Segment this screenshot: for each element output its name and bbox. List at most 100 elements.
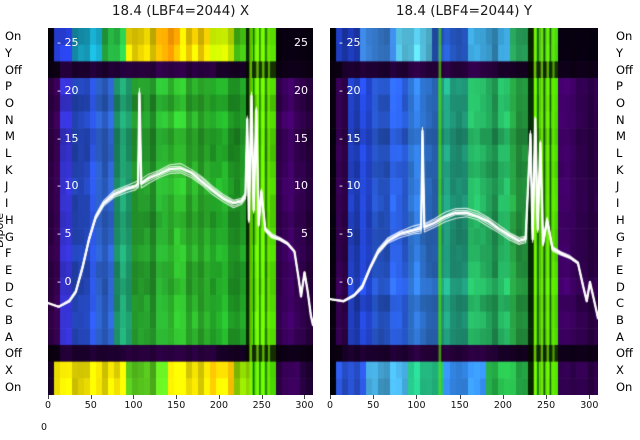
- inner-scale-label: - 10: [339, 179, 361, 193]
- x-axis-tick: 300: [290, 395, 318, 411]
- inner-scale-label: 10: [294, 179, 308, 193]
- dipole-label: Off: [5, 346, 22, 361]
- dipole-label: On: [5, 29, 22, 44]
- x-axis-tick: 250: [532, 395, 560, 411]
- dipole-label: K: [616, 162, 624, 177]
- x-axis-tick-label: 300: [580, 400, 599, 411]
- x-axis-tick-label: 150: [450, 400, 469, 411]
- inner-scale-label: - 10: [57, 179, 79, 193]
- heatmap-canvas-y: [330, 28, 598, 395]
- dipole-label: I: [616, 196, 620, 211]
- dipole-label: H: [616, 212, 625, 227]
- dipole-label: C: [616, 296, 625, 311]
- inner-scale-label: 20: [294, 83, 308, 97]
- x-axis-tick-label: 150: [167, 400, 186, 411]
- dipole-label: A: [616, 329, 624, 344]
- x-axis-tick: 200: [205, 395, 233, 411]
- dipole-label: Off: [5, 62, 22, 77]
- x-axis-tick: 250: [248, 395, 276, 411]
- x-axis-tick-label: 100: [407, 400, 426, 411]
- x-axis: 0 50 100 150 200 250 300 0 50 100 150 200 250 300: [0, 395, 640, 421]
- dipole-label: Off: [616, 346, 633, 361]
- dipole-labels-left: On Y Off P O N M L K J I H G F E D C B A Off X On: [5, 28, 37, 395]
- dipole-label: F: [5, 246, 12, 261]
- dipole-label: On: [616, 379, 633, 394]
- inner-scale-label: - 0: [339, 275, 354, 288]
- x-axis-tick-label: 50: [367, 400, 380, 411]
- inner-scale-label: - 25: [339, 36, 361, 49]
- dipole-label: On: [616, 29, 633, 44]
- dipole-label: K: [5, 162, 13, 177]
- dipole-label: N: [5, 112, 14, 127]
- inner-scale-label: - 15: [57, 131, 79, 145]
- dipole-label: Y: [616, 46, 624, 61]
- dipole-label: J: [616, 179, 620, 194]
- dipole-label: H: [5, 212, 14, 227]
- x-axis-tick: 100: [402, 395, 430, 411]
- x-axis-tick-label: 250: [252, 400, 271, 411]
- plot-title-y: 18.4 (LBF4=2044) Y: [395, 3, 533, 19]
- dipole-label: O: [5, 96, 15, 111]
- corner-zero-label: 0: [40, 422, 48, 433]
- dipole-label: L: [616, 146, 623, 161]
- dipole-label: D: [616, 279, 625, 294]
- heatmap-panel-y: - 25 - 20 - 15 - 10 - 5 - 0: [330, 28, 598, 395]
- dipole-label: P: [5, 79, 12, 94]
- x-axis-tick: 0: [34, 395, 62, 411]
- heatmap-canvas-x: [48, 28, 313, 395]
- dipole-label: E: [5, 262, 13, 277]
- x-axis-tick: 0: [316, 395, 344, 411]
- x-axis-tick-label: 100: [124, 400, 143, 411]
- x-axis-tick: 100: [119, 395, 147, 411]
- x-axis-tick: 150: [162, 395, 190, 411]
- dipole-label: Off: [616, 62, 633, 77]
- x-axis-tick: 50: [77, 395, 105, 411]
- dipole-label: On: [5, 379, 22, 394]
- inner-scale-label: - 20: [57, 83, 79, 97]
- inner-scale-label: - 20: [339, 83, 361, 97]
- inner-scale-label: 15: [294, 131, 308, 145]
- dipole-label: J: [5, 179, 9, 194]
- dipole-label: F: [616, 246, 623, 261]
- inner-scale-label: 25: [294, 36, 308, 49]
- inner-scale-label: - 25: [57, 36, 79, 49]
- dipole-label: L: [5, 146, 12, 161]
- inner-scale-label: - 15: [339, 131, 361, 145]
- x-axis-tick: 150: [446, 395, 474, 411]
- x-axis-tick-label: 200: [209, 400, 229, 411]
- dipole-label: E: [616, 262, 624, 277]
- x-axis-tick-label: 0: [326, 400, 334, 411]
- dipole-label: M: [616, 129, 626, 144]
- inner-scale-label: - 5: [57, 227, 72, 241]
- dipole-labels-right: On Y Off P O N M L K J I H G F E D C B A Off X On: [616, 28, 640, 395]
- dipole-label: I: [5, 196, 9, 211]
- dipole-label: X: [5, 362, 13, 377]
- x-axis-tick-label: 0: [44, 400, 52, 411]
- x-axis-tick: 300: [575, 395, 603, 411]
- dipole-label: C: [5, 296, 14, 311]
- x-axis-tick: 50: [359, 395, 387, 411]
- x-axis-tick-label: 50: [84, 400, 97, 411]
- dipole-label: O: [616, 96, 626, 111]
- dipole-label: G: [5, 229, 14, 244]
- dipole-label: X: [616, 362, 624, 377]
- inner-scale-label: - 0: [57, 275, 72, 288]
- x-axis-tick-label: 250: [537, 400, 556, 411]
- x-axis-tick-label: 200: [493, 400, 512, 411]
- dipole-label: G: [616, 229, 625, 244]
- dipole-label: M: [5, 129, 15, 144]
- dipole-label: N: [616, 112, 625, 127]
- dipole-label: B: [5, 312, 13, 327]
- heatmap-panel-x: - 25 - 20 - 15 - 10 - 5 - 0 25 20 15 10 5: [48, 28, 313, 395]
- dipole-label: B: [616, 312, 624, 327]
- dipole-label: D: [5, 279, 14, 294]
- dipole-label: Y: [5, 46, 13, 61]
- dipole-label: P: [616, 79, 623, 94]
- x-axis-tick-label: 300: [295, 400, 314, 411]
- plot-title-x: 18.4 (LBF4=2044) X: [111, 3, 250, 19]
- dipole-label: A: [5, 329, 13, 344]
- x-axis-tick: 200: [489, 395, 517, 411]
- inner-scale-label: - 5: [339, 227, 354, 241]
- inner-scale-label: 5: [301, 227, 308, 241]
